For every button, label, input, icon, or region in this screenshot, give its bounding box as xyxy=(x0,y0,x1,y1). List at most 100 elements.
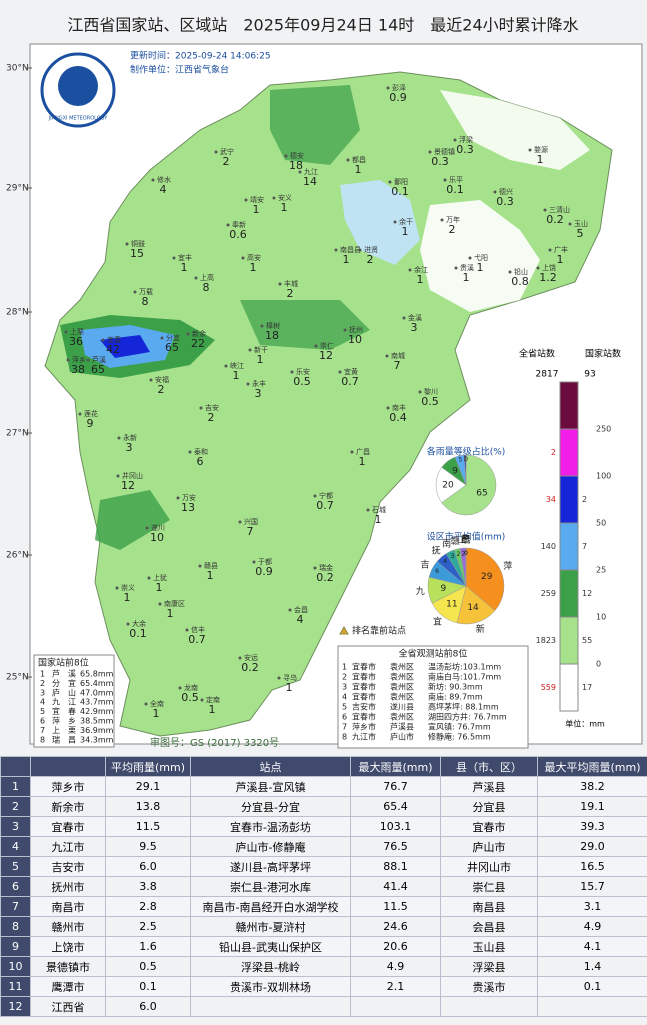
station-value: 14 xyxy=(303,175,317,188)
station-dot xyxy=(248,348,252,352)
table-cell: 崇仁县-港河水库 xyxy=(190,876,351,897)
station-value: 0.7 xyxy=(316,499,334,512)
box-cell: 宜春市 xyxy=(352,682,376,692)
station-value: 0.1 xyxy=(129,627,147,640)
legend-unit: 单位：mm xyxy=(565,719,605,729)
station-value: 1 xyxy=(359,455,366,468)
pie-category-label: 赣 xyxy=(451,535,460,547)
station-dot xyxy=(402,316,406,320)
station-dot xyxy=(188,450,192,454)
table-cell xyxy=(440,996,538,1017)
table-cell: 0.1 xyxy=(537,976,647,997)
box-cell: 7 xyxy=(40,726,45,735)
legend-count-all: 259 xyxy=(541,589,556,598)
station-value: 1 xyxy=(343,253,350,266)
station-value: 3 xyxy=(255,387,262,400)
station-name: 黎川 xyxy=(424,387,438,396)
station-dot xyxy=(388,180,392,184)
station-name: 崇义 xyxy=(121,584,135,592)
header-cell: 县（市、区） xyxy=(440,756,538,777)
box-cell: 1 xyxy=(40,670,45,679)
station-dot xyxy=(278,282,282,286)
table-cell: 29.1 xyxy=(105,776,191,797)
station-name: 乐安 xyxy=(296,367,310,376)
station-dot xyxy=(149,378,153,382)
station-value: 12 xyxy=(319,349,333,362)
station-name: 万载 xyxy=(139,287,153,296)
station-dot xyxy=(277,676,281,680)
table-cell: 赣州市 xyxy=(30,916,106,937)
dry-area xyxy=(420,200,540,312)
table-cell: 0.5 xyxy=(105,956,191,977)
station-name: 进贤 xyxy=(364,245,378,254)
station-name: 三清山 xyxy=(549,205,570,214)
box-cell: 芦 溪 xyxy=(52,669,76,679)
producer: 制作单位：江西省气象台 xyxy=(130,64,229,76)
table-cell: 庐山市-修静庵 xyxy=(190,836,351,857)
station-value: 10 xyxy=(150,531,164,544)
box-cell: 袁州区 xyxy=(390,682,414,692)
station-name: 贵溪 xyxy=(460,263,474,272)
table-cell: 76.7 xyxy=(350,776,441,797)
table-cell: 2.1 xyxy=(350,976,441,997)
table-cell: 6.0 xyxy=(105,856,191,877)
station-name: 上犹 xyxy=(153,573,167,582)
legend-count-all: 1823 xyxy=(536,636,556,645)
station-dot xyxy=(86,358,90,362)
station-dot xyxy=(115,586,119,590)
header-cell: 平均雨量(mm) xyxy=(105,756,191,777)
table-cell: 76.5 xyxy=(350,836,441,857)
box-title: 国家站前8位 xyxy=(38,657,89,669)
station-value: 6 xyxy=(197,455,204,468)
station-value: 0.3 xyxy=(431,155,449,168)
row-index: 1 xyxy=(0,776,31,797)
table-row: 5 吉安市 6.0 遂川县-高坪茅坪 88.1 井冈山市 16.5 xyxy=(0,856,647,877)
legend-header: 国家站数 xyxy=(585,348,621,360)
station-dot xyxy=(386,86,390,90)
table-cell: 13.8 xyxy=(105,796,191,817)
station-dot xyxy=(313,566,317,570)
station-dot xyxy=(454,266,458,270)
station-value: 0.9 xyxy=(389,91,407,104)
station-dot xyxy=(358,248,362,252)
table-cell xyxy=(537,996,647,1017)
table-cell: 宜春市-温汤彭坊 xyxy=(190,816,351,837)
table-cell: 6.0 xyxy=(105,996,191,1017)
table-cell: 吉安市 xyxy=(30,856,106,877)
station-name: 会昌 xyxy=(294,605,308,614)
box-cell: 7 xyxy=(342,723,347,732)
table-cell: 浮梁县 xyxy=(440,956,538,977)
box-cell: 宜 春 xyxy=(52,706,76,716)
station-value: 1 xyxy=(477,261,484,274)
title: 江西省国家站、区域站 2025年09月24日 14时 最近24小时累计降水 xyxy=(67,16,578,35)
station-name: 萍乡 xyxy=(72,355,86,364)
table-row: 1 萍乡市 29.1 芦溪县-宣风镇 76.7 芦溪县 38.2 xyxy=(0,776,647,797)
station-name: 新干 xyxy=(254,345,268,354)
station-name: 南城 xyxy=(391,351,405,360)
box-cell: 1 xyxy=(342,663,347,672)
table-cell: 鹰潭市 xyxy=(30,976,106,997)
station-value: 1 xyxy=(355,163,362,176)
legend-tick-label: 100 xyxy=(596,472,611,481)
station-dot xyxy=(508,270,512,274)
station-name: 丰城 xyxy=(284,279,298,288)
box-cell: 南庙: 89.7mm xyxy=(428,692,483,702)
pie-slice xyxy=(435,467,467,503)
legend-header: 全省站数 xyxy=(519,348,555,360)
box-cell: 袁州区 xyxy=(390,672,414,682)
station-dot xyxy=(338,370,342,374)
legend-swatch xyxy=(559,475,579,524)
station-dot xyxy=(238,656,242,660)
legend-count-national: 55 xyxy=(582,636,592,645)
logo-core xyxy=(58,66,98,106)
station-name: 金溪 xyxy=(408,313,422,322)
station-dot xyxy=(178,686,182,690)
legend-count-national: 2 xyxy=(582,495,587,504)
table-cell: 新余市 xyxy=(30,796,106,817)
province-shape xyxy=(44,71,613,737)
station-dot xyxy=(117,436,121,440)
station-dot xyxy=(536,266,540,270)
box-cell: 4 xyxy=(342,693,347,702)
box-cell: 5 xyxy=(342,703,347,712)
